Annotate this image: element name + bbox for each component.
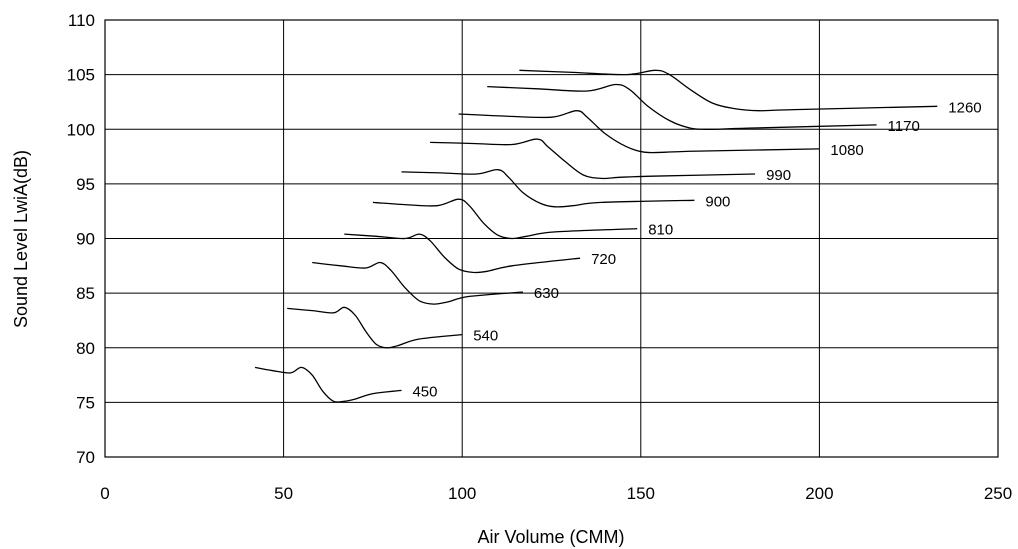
y-axis-label: Sound Level LwiA(dB): [11, 150, 31, 328]
series-label-720: 720: [591, 251, 616, 268]
series-label-540: 540: [473, 328, 498, 345]
y-tick-label: 110: [68, 11, 95, 30]
series-line-450: [254, 366, 402, 403]
series-label-1080: 1080: [830, 142, 863, 159]
x-tick-label: 250: [984, 484, 1012, 503]
series-curves: 450 540 630 720 810 900 990 1080 1170 1260: [254, 69, 982, 403]
series-label-450: 450: [412, 383, 437, 400]
x-tick-label: 50: [274, 484, 293, 503]
series-label-810: 810: [648, 222, 673, 239]
y-tick-label: 95: [76, 175, 95, 194]
x-tick-label: 0: [100, 484, 109, 503]
series-label-900: 900: [705, 193, 730, 210]
plot-frame: [104, 19, 999, 458]
series-line-990: [430, 138, 756, 180]
series-label-990: 990: [766, 167, 791, 184]
y-tick-label: 70: [76, 448, 95, 467]
tick-labels: 70 75 80 85 90 95 100 105 110 0 50 100 150 200 250: [67, 11, 1013, 503]
x-tick-label: 200: [805, 484, 833, 503]
series-line-1260: [519, 69, 938, 112]
series-line-810: [372, 198, 638, 240]
series-line-720: [344, 233, 581, 274]
y-tick-label: 105: [67, 66, 95, 85]
y-tick-label: 80: [76, 339, 95, 358]
grid-lines: [105, 20, 998, 457]
y-tick-label: 90: [76, 230, 95, 249]
series-label-1170: 1170: [888, 118, 920, 135]
y-tick-label: 75: [76, 393, 95, 412]
x-tick-label: 150: [627, 484, 655, 503]
series-label-1260: 1260: [948, 99, 981, 116]
y-tick-label: 100: [67, 120, 95, 139]
series-line-540: [287, 306, 463, 349]
x-axis-label: Air Volume (CMM): [477, 527, 624, 547]
series-label-630: 630: [534, 285, 559, 302]
series-line-900: [401, 169, 695, 208]
y-tick-label: 85: [76, 284, 95, 303]
series-line-1080: [458, 110, 820, 154]
series-line-1170: [487, 83, 877, 130]
x-tick-label: 100: [448, 484, 476, 503]
series-line-630: [312, 261, 523, 305]
